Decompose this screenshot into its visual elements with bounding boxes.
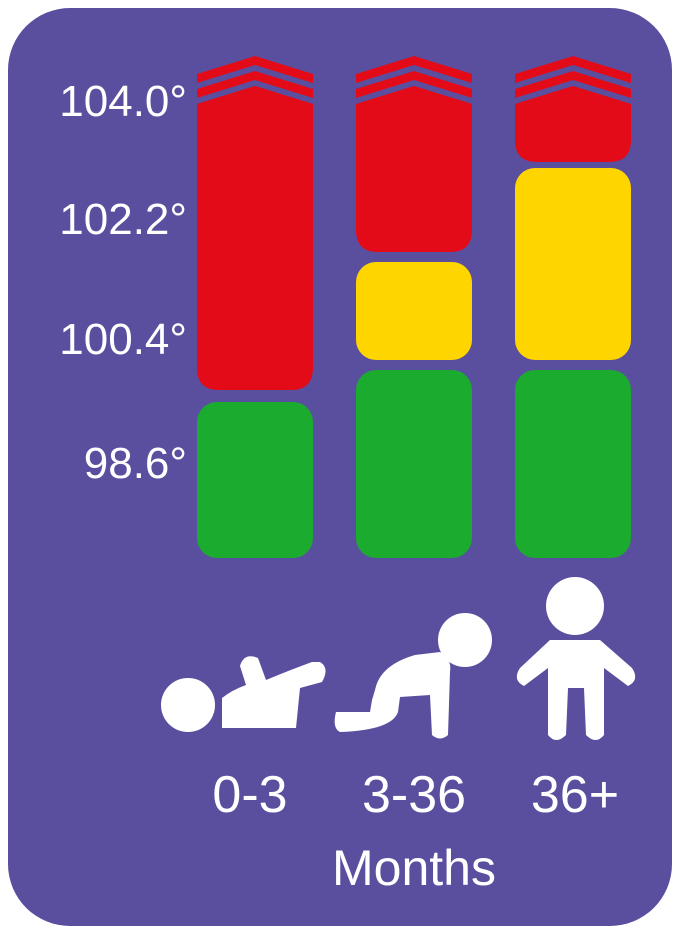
x-axis-label: Months [332,840,496,896]
category-label: 0-3 [212,766,287,824]
chevron-up-icon [515,86,631,113]
baby-crawling-icon [334,613,492,739]
chevron-up-icon [197,71,313,98]
zone-red [515,118,631,162]
chevron-up-icon [356,56,472,83]
baby-lying-icon [161,656,326,732]
zone-green [356,370,472,558]
chevron-up-icon [515,56,631,83]
category-label: 3-36 [362,766,466,824]
zone-green [515,370,631,558]
zone-red-cap [515,86,631,118]
zone-green [197,402,313,558]
y-tick-label: 98.6° [84,439,187,488]
zone-red-cap [197,86,313,118]
y-tick-label: 102.2° [59,195,187,244]
y-tick-label: 104.0° [59,77,187,126]
category-label: 36+ [531,766,619,824]
zone-red [197,118,313,390]
y-tick-label: 100.4° [59,315,187,364]
zone-yellow [356,262,472,360]
zone-red-cap [356,86,472,118]
chevron-up-icon [356,71,472,98]
chevron-up-icon [356,86,472,113]
zone-yellow [515,168,631,360]
chevron-up-icon [197,86,313,113]
chevron-up-icon [197,56,313,83]
child-standing-icon [516,577,636,740]
zone-red [356,118,472,252]
chevron-up-icon [515,71,631,98]
